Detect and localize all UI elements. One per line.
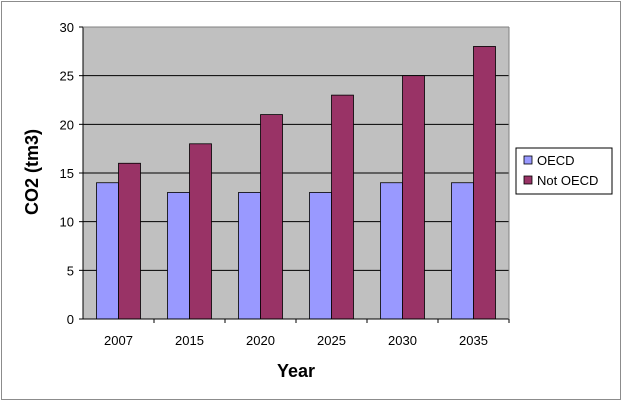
x-tick-labels: 2007 2015 2020 2025 2030 2035 (104, 319, 510, 348)
x-tick-label: 2025 (317, 333, 346, 348)
y-tick-labels: 0 5 10 15 20 25 30 (60, 20, 83, 327)
y-tick-label: 10 (60, 215, 74, 230)
x-tick-label: 2020 (246, 333, 275, 348)
y-tick-label: 0 (67, 312, 74, 327)
bar-not-oecd-2025 (331, 94, 354, 320)
bar-oecd-2035 (451, 182, 474, 320)
x-tick-label: 2030 (388, 333, 417, 348)
x-tick-label: 2035 (459, 333, 488, 348)
y-tick-label: 30 (60, 20, 74, 35)
y-tick-label: 20 (60, 117, 74, 132)
bar-oecd-2030 (380, 182, 403, 320)
x-tick-label: 2015 (175, 333, 204, 348)
bar-oecd-2007 (96, 182, 119, 320)
x-tick-label: 2007 (104, 333, 133, 348)
y-tick-label: 25 (60, 69, 74, 84)
bar-not-oecd-2030 (402, 75, 425, 320)
bar-not-oecd-2007 (118, 162, 141, 320)
bar-not-oecd-2020 (260, 114, 283, 320)
legend-label-oecd: OECD (537, 153, 575, 168)
bar-oecd-2025 (309, 192, 332, 320)
bar-not-oecd-2035 (473, 46, 496, 320)
y-tick-label: 5 (67, 263, 74, 278)
legend-swatch-not-oecd (523, 175, 533, 185)
x-axis-title: Year (277, 361, 315, 381)
legend-swatch-oecd (523, 155, 533, 165)
y-tick-label: 15 (60, 166, 74, 181)
bar-oecd-2020 (238, 192, 261, 320)
bar-not-oecd-2015 (189, 143, 212, 320)
bar-oecd-2015 (167, 192, 190, 320)
legend-label-not-oecd: Not OECD (537, 173, 598, 188)
y-axis-title: CO2 (tm3) (22, 129, 42, 215)
legend: OECD Not OECD (515, 147, 613, 195)
bars (96, 46, 496, 320)
